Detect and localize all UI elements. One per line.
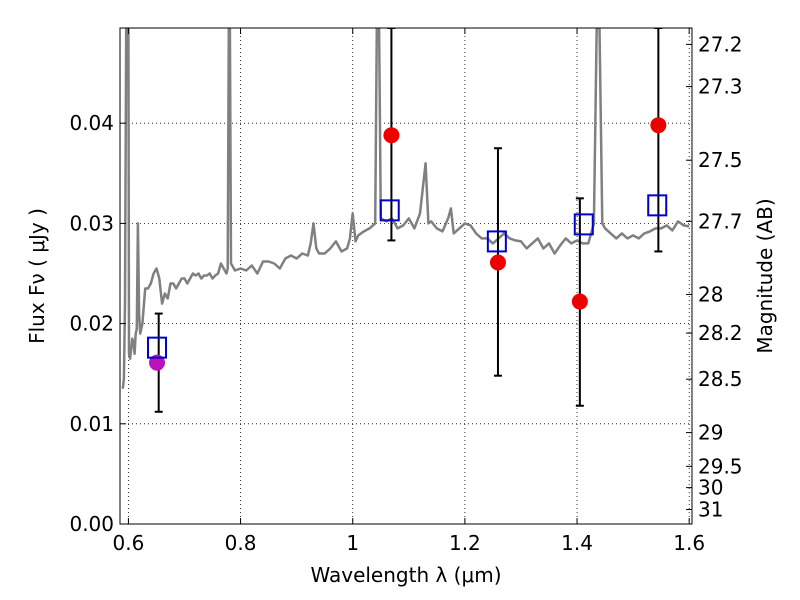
error-bars (154, 28, 663, 413)
y2-tick-label: 28 (698, 282, 723, 306)
data-point-circle (149, 354, 166, 371)
y2-tick-label: 28.5 (698, 367, 743, 391)
y-tick-label: 0.00 (69, 512, 114, 536)
y2-tick-label: 29.5 (698, 454, 743, 478)
axis-ticks: 0.6 0.8 1 1.2 1.4 1.6 0.00 0.01 0.02 0.03 0.04 27.2… (69, 28, 743, 555)
data-point-square (379, 199, 400, 222)
y2-tick-label: 27.3 (698, 75, 743, 99)
data-point-square (573, 213, 594, 236)
y2-tick-label: 27.5 (698, 148, 743, 172)
x-tick-label: 1 (346, 531, 359, 555)
y2-tick-label: 28.2 (698, 321, 743, 345)
data-markers (147, 117, 668, 371)
y-tick-label: 0.01 (69, 412, 114, 436)
x-tick-label: 1.6 (673, 531, 705, 555)
plot-frame (119, 27, 693, 525)
y-tick-label: 0.04 (69, 111, 114, 135)
model-spectrum (121, 28, 690, 389)
data-point-circle (489, 254, 506, 271)
y2-axis-label: Magnitude (AB) (753, 198, 777, 353)
data-point-square (147, 336, 168, 359)
y-tick-label: 0.03 (69, 211, 114, 235)
data-point-circle (571, 293, 588, 310)
x-tick-label: 0.6 (113, 531, 145, 555)
y2-tick-label: 27.7 (698, 209, 743, 233)
data-point-circle (383, 127, 400, 144)
x-axis-label: Wavelength λ (μm) (310, 563, 501, 587)
spectrum-line (121, 28, 690, 389)
y2-tick-label: 31 (698, 498, 723, 522)
y2-tick-label: 29 (698, 421, 723, 445)
x-tick-label: 0.8 (225, 531, 257, 555)
x-tick-label: 1.2 (449, 531, 481, 555)
data-point-circle (650, 117, 667, 134)
data-point-square (486, 230, 507, 253)
x-tick-label: 1.4 (561, 531, 593, 555)
y2-tick-label: 27.2 (698, 32, 743, 56)
y-axis-label: Flux Fν ( μJy ) (25, 208, 49, 344)
y2-tick-label: 30 (698, 476, 723, 500)
y-tick-label: 0.02 (69, 312, 114, 336)
data-point-square (647, 194, 668, 217)
error-bar (654, 28, 663, 253)
